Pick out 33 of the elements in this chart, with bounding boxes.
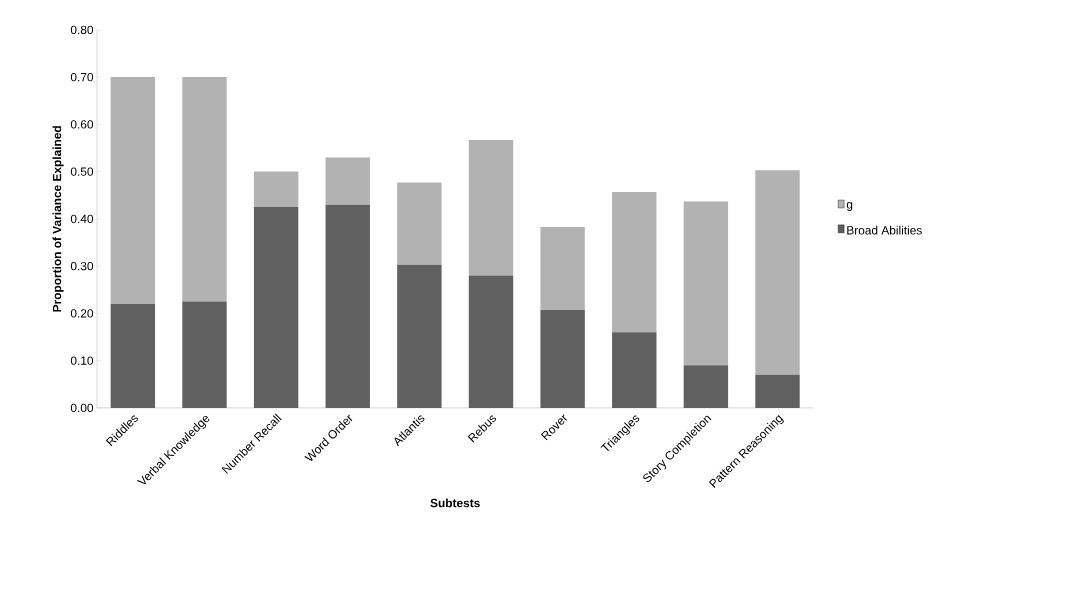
bar <box>397 182 442 265</box>
bar <box>182 301 227 408</box>
y-tick-label: 0.70 <box>70 72 94 82</box>
bar <box>110 304 156 408</box>
x-axis-title: Subtests <box>430 498 480 508</box>
bar <box>540 310 585 408</box>
bar <box>253 171 299 208</box>
y-tick-label: 0.50 <box>70 167 94 176</box>
y-tick-label: 0.00 <box>70 403 94 413</box>
bar <box>468 140 514 276</box>
bar <box>683 365 729 408</box>
y-axis-title: Proportion of Variance Explained <box>52 126 64 312</box>
bar <box>612 192 657 333</box>
bar <box>397 264 442 408</box>
bar <box>540 226 585 311</box>
bar <box>110 77 156 304</box>
bar <box>612 332 657 408</box>
y-tick-label: 0.10 <box>70 356 94 365</box>
bar <box>683 201 729 366</box>
y-tick-label: 0.80 <box>70 25 94 35</box>
y-tick-label: 0.40 <box>70 214 94 224</box>
legend-label: g <box>846 202 853 211</box>
bar <box>325 204 370 408</box>
bar <box>325 157 370 205</box>
bar <box>468 275 514 408</box>
legend-label: Broad Abilities <box>847 225 922 235</box>
bar <box>755 170 800 375</box>
bar <box>253 207 299 408</box>
bar <box>182 77 227 302</box>
y-tick-label: 0.20 <box>70 309 94 318</box>
y-tick-label: 0.30 <box>70 261 94 271</box>
bar <box>755 374 800 408</box>
y-tick-label: 0.60 <box>70 120 94 129</box>
